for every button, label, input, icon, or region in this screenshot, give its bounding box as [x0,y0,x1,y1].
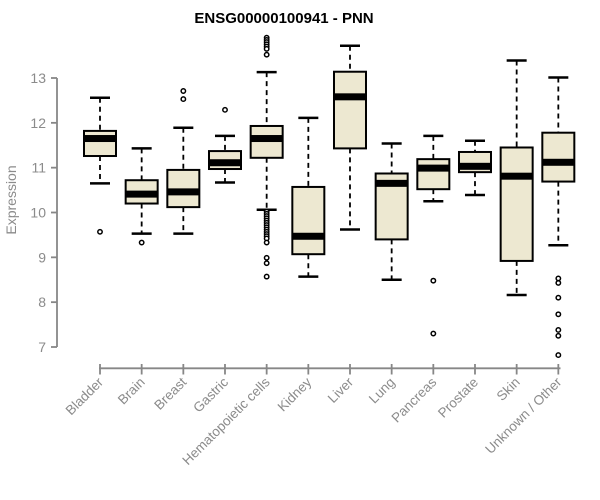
outlier-point [263,260,270,267]
x-tick-label: Lung [366,375,398,407]
outlier-point [97,228,103,235]
median-line [208,159,241,167]
outlier-point [263,51,270,58]
median-line [292,232,325,240]
y-axis-title: Expression [3,165,19,234]
box-pancreas [416,134,451,337]
box-lung [374,142,409,281]
x-tick-label: Skin [494,375,523,404]
median-line [333,93,366,101]
y-tick-label: 9 [38,249,46,265]
outlier-point [555,279,562,286]
box-bladder [83,96,117,235]
y-tick-label: 8 [38,294,46,310]
box-brain [124,147,159,246]
x-tick-label: Bladder [63,374,107,418]
box-breast [166,88,201,235]
outlier-point [555,332,562,339]
x-tick-label: Gastric [190,374,231,415]
median-line [542,158,575,166]
outlier-point [430,277,437,284]
chart-title: ENSG00000100941 - PNN [194,10,373,27]
x-tick-label: Breast [151,374,189,412]
box-hematopoietic-cells [249,34,284,280]
outlier-point [180,88,187,94]
median-line [167,188,200,196]
median-line [375,179,408,187]
y-tick-label: 12 [30,115,46,131]
box-kidney [291,116,326,278]
outlier-point [263,254,270,261]
boxes-layer [83,34,576,359]
outlier-point [138,239,145,246]
box-unknown-other [541,76,576,359]
outlier-point [555,294,562,301]
iqr-box [332,70,367,150]
outlier-point [263,45,270,52]
box-gastric [207,106,242,184]
x-tick-label: Prostate [435,375,481,421]
box-skin [499,59,534,297]
outlier-point [555,327,562,333]
y-tick-label: 10 [30,205,46,221]
median-line [250,135,283,143]
x-tick-label: Pancreas [389,374,440,425]
median-line [84,135,116,143]
median-line [500,172,533,180]
iqr-box [83,129,117,158]
median-line [125,190,158,198]
median-line [458,162,491,170]
outlier-point [555,311,562,318]
median-line [417,164,450,172]
y-tick-label: 7 [38,339,46,355]
y-tick-label: 13 [30,70,46,86]
x-tick-label: Kidney [275,374,315,414]
y-tick-label: 11 [31,160,46,176]
outlier-point [430,330,437,337]
outlier-point [180,96,187,103]
outlier-point [222,106,228,113]
iqr-box [416,158,451,191]
iqr-box [499,146,534,262]
outlier-point [555,352,562,359]
outlier-point [263,239,270,246]
box-liver [332,44,367,231]
box-prostate [457,139,492,197]
outlier-point [263,273,270,280]
x-tick-label: Unknown / Other [482,374,565,457]
iqr-box [541,131,576,183]
iqr-box [291,185,326,256]
x-tick-label: Liver [325,374,357,406]
x-tick-label: Brain [115,375,148,408]
